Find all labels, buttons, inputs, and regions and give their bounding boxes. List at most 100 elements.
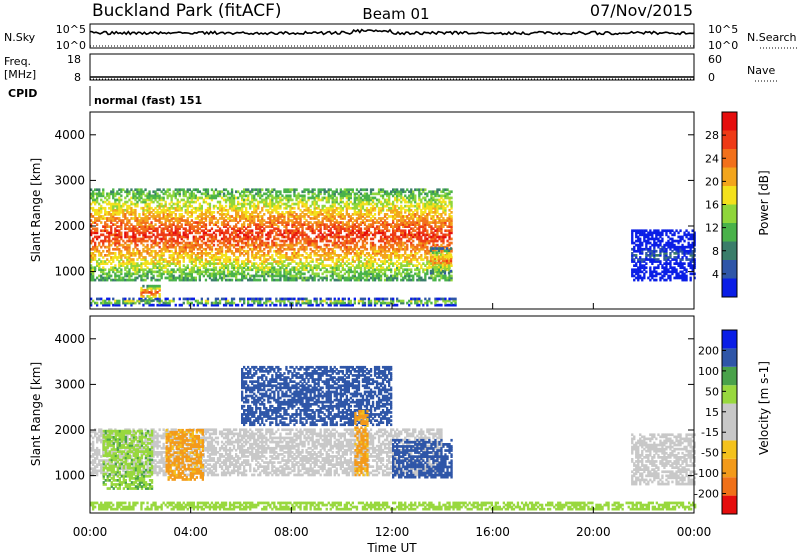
power-echo-cell — [402, 243, 405, 247]
power-echo-cell — [295, 239, 298, 243]
power-echo-cell — [174, 258, 177, 261]
power-echo-cell — [172, 258, 175, 261]
power-echo-cell — [287, 276, 290, 280]
power-echo-cell — [106, 262, 109, 265]
power-echo-cell — [118, 260, 121, 263]
power-echo-cell — [194, 200, 197, 204]
power-echo-cell — [313, 211, 316, 214]
power-echo-cell — [357, 217, 361, 220]
power-echo-cell — [100, 206, 103, 210]
power-echo-cell — [194, 243, 197, 247]
power-echo-cell — [156, 208, 159, 212]
power-echo-cell — [182, 227, 185, 231]
power-echo-cell — [136, 192, 139, 196]
power-echo-cell — [392, 235, 395, 239]
power-echo-cell — [243, 262, 246, 265]
power-echo-cell — [331, 274, 334, 278]
power-echo-cell — [329, 229, 332, 233]
power-echo-cell — [168, 211, 171, 214]
power-echo-cell — [267, 266, 270, 270]
power-echo-cell — [365, 192, 369, 196]
power-echo-cell — [186, 219, 189, 222]
power-echo-cell — [168, 249, 171, 253]
power-echo-cell — [166, 249, 169, 253]
power-echo-cell — [126, 204, 129, 208]
power-echo-cell — [102, 188, 105, 192]
power-echo-cell — [337, 268, 340, 272]
power-echo-cell — [287, 196, 290, 200]
power-echo-cell — [261, 272, 264, 276]
power-echo-cell — [255, 272, 258, 276]
power-echo-cell — [261, 239, 264, 243]
power-echo-cell — [412, 213, 415, 216]
power-echo-cell — [204, 299, 208, 303]
power-echo-cell — [311, 213, 314, 216]
power-echo-cell — [136, 247, 139, 251]
power-echo-cell — [331, 260, 334, 263]
power-echo-cell — [259, 239, 262, 243]
power-echo-cell — [263, 229, 266, 233]
power-echo-cell — [331, 194, 334, 198]
power-echo-cell — [317, 188, 320, 192]
power-echo-cell — [309, 260, 312, 263]
power-echo-cell — [317, 229, 320, 233]
power-echo-cell — [106, 217, 109, 220]
power-echo-cell — [188, 254, 191, 257]
power-echo-cell — [158, 249, 161, 253]
power-echo-cell — [206, 192, 210, 196]
power-echo-cell — [271, 278, 274, 282]
power-echo-cell — [269, 235, 272, 239]
power-echo-cell — [102, 241, 105, 245]
power-echo-cell — [319, 208, 322, 212]
power-echo-cell — [454, 299, 457, 303]
power-echo-cell — [128, 204, 131, 208]
power-echo-cell — [200, 254, 203, 257]
power-echo-cell — [226, 249, 230, 253]
power-echo-cell — [182, 202, 185, 206]
power-echo-cell — [365, 260, 369, 263]
power-echo-cell — [341, 235, 344, 239]
power-echo-cell — [232, 245, 236, 249]
power-echo-cell — [120, 219, 123, 222]
power-echo-cell — [156, 243, 159, 247]
power-echo-cell — [283, 219, 286, 222]
power-echo-cell — [188, 268, 191, 272]
power-echo-cell — [184, 227, 187, 231]
power-echo-cell — [172, 202, 175, 206]
power-echo-cell — [126, 266, 129, 270]
power-echo-cell — [218, 192, 222, 196]
power-echo-cell — [232, 225, 236, 228]
power-echo-cell — [402, 247, 405, 251]
power-echo-cell — [343, 192, 346, 196]
power-echo-cell — [156, 211, 159, 214]
power-echo-cell — [319, 227, 322, 231]
power-echo-cell — [148, 270, 151, 274]
power-echo-cell — [230, 270, 234, 274]
power-echo-cell — [351, 190, 354, 194]
power-echo-cell — [307, 225, 310, 228]
power-echo-cell — [196, 208, 199, 212]
power-echo-cell — [273, 249, 276, 253]
power-echo-cell — [283, 276, 286, 280]
power-echo-cell — [156, 266, 159, 270]
power-echo-cell — [347, 194, 350, 198]
power-echo-cell — [277, 268, 280, 272]
power-echo-cell — [301, 247, 304, 251]
power-echo-cell — [130, 278, 133, 282]
power-echo-cell — [402, 233, 405, 237]
power-echo-cell — [329, 270, 332, 274]
power-echo-cell — [339, 217, 342, 220]
power-echo-cell — [180, 278, 183, 282]
power-echo-cell — [150, 260, 153, 263]
power-echo-cell — [371, 198, 375, 202]
power-echo-cell — [301, 237, 304, 241]
power-echo-cell — [271, 241, 274, 245]
power-echo-cell — [257, 235, 260, 239]
power-echo-cell — [394, 223, 397, 226]
power-echo-cell — [210, 235, 214, 239]
power-echo-cell — [386, 260, 389, 263]
power-echo-cell — [170, 268, 173, 272]
power-echo-cell — [164, 266, 167, 270]
power-echo-cell — [357, 229, 361, 233]
power-echo-cell — [156, 200, 159, 204]
